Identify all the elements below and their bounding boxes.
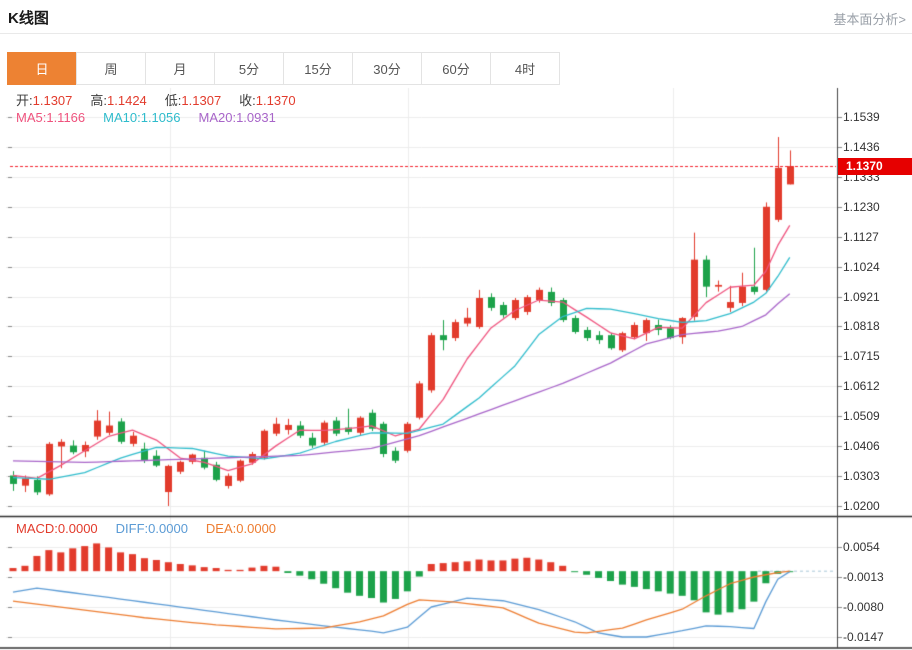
last-price-tag: 1.1370 bbox=[838, 158, 912, 175]
macd-axis-tick-1: -0.0013 bbox=[843, 570, 884, 584]
main-axis-tick-8: 1.0715 bbox=[843, 349, 880, 364]
macd-legend: MACD:0.0000 DIFF:0.0000 DEA:0.0000 bbox=[16, 521, 294, 536]
main-axis-tick-1: 1.1436 bbox=[843, 139, 880, 154]
ohlc-legend-item-1: 高:1.1424 bbox=[90, 93, 147, 108]
main-axis-tick-7: 1.0818 bbox=[843, 319, 880, 334]
ma-legend-item-2: MA20:1.0931 bbox=[198, 110, 276, 125]
main-axis-tick-4: 1.1127 bbox=[843, 229, 879, 244]
main-axis-tick-10: 1.0509 bbox=[843, 409, 880, 424]
ohlc-legend-item-0: 开:1.1307 bbox=[16, 93, 73, 108]
macd-axis-tick-0: 0.0054 bbox=[843, 540, 880, 554]
ma-legend-item-0: MA5:1.1166 bbox=[16, 110, 86, 125]
main-axis-tick-13: 1.0200 bbox=[843, 499, 880, 513]
ohlc-legend-item-2: 低:1.1307 bbox=[164, 93, 222, 108]
main-axis-tick-6: 1.0921 bbox=[843, 289, 880, 304]
main-axis-tick-5: 1.1024 bbox=[843, 259, 880, 274]
ma-legend-item-1: MA10:1.1056 bbox=[103, 110, 181, 125]
ohlc-legend-item-3: 收:1.1370 bbox=[239, 93, 296, 108]
main-axis-tick-11: 1.0406 bbox=[843, 439, 880, 454]
main-axis-tick-9: 1.0612 bbox=[843, 379, 880, 394]
macd-legend-item-2: DEA:0.0000 bbox=[205, 521, 277, 536]
ma-legend: MA5:1.1166 MA10:1.1056 MA20:1.0931 bbox=[16, 110, 294, 125]
ohlc-legend: 开:1.1307 高:1.1424 低:1.1307 收:1.1370 bbox=[16, 90, 314, 109]
macd-legend-item-0: MACD:0.0000 bbox=[16, 521, 98, 536]
main-axis-tick-12: 1.0303 bbox=[843, 469, 880, 484]
main-axis-tick-3: 1.1230 bbox=[843, 199, 880, 214]
main-axis-tick-0: 1.1539 bbox=[843, 110, 880, 124]
macd-legend-item-1: DIFF:0.0000 bbox=[115, 521, 188, 536]
macd-axis-tick-2: -0.0080 bbox=[843, 600, 884, 614]
macd-axis-tick-3: -0.0147 bbox=[843, 630, 884, 644]
